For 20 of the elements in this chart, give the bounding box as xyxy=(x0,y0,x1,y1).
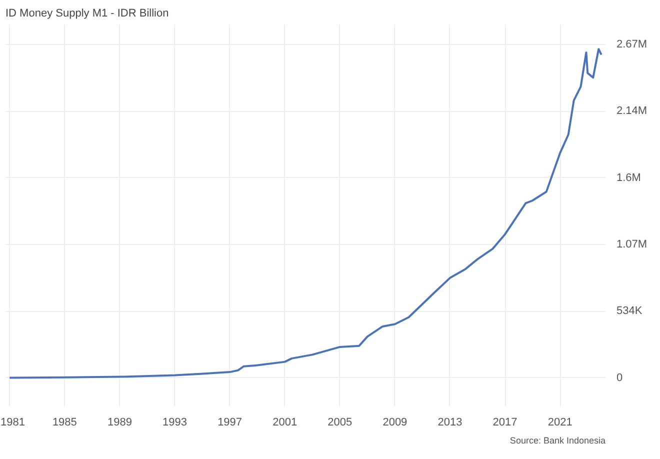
y-tick-label: 2.14M xyxy=(616,105,648,118)
y-tick-label: 1.07M xyxy=(616,238,648,250)
x-tick-label: 1993 xyxy=(162,416,188,428)
x-tick-label: 2001 xyxy=(272,416,298,428)
x-tick-label: 1985 xyxy=(52,416,77,428)
x-tick-label: 1981 xyxy=(0,416,25,428)
x-tick-label: 2005 xyxy=(328,416,352,428)
y-tick-label: 1.6M xyxy=(616,172,641,184)
x-tick-label: 1997 xyxy=(218,416,242,428)
y-tick-label: 534K xyxy=(616,305,643,318)
line-series xyxy=(8,48,602,379)
chart-title: ID Money Supply M1 - IDR Billion xyxy=(6,8,169,20)
y-tick-label: 0 xyxy=(616,372,623,384)
x-tick-label: 2021 xyxy=(548,416,572,428)
x-tick-label: 1989 xyxy=(107,416,132,428)
source-note: Source: Bank Indonesia xyxy=(510,436,606,446)
x-tick-label: 2009 xyxy=(382,416,408,428)
x-tick-label: 2017 xyxy=(492,416,518,428)
x-tick-label: 2013 xyxy=(438,416,462,428)
y-tick-label: 2.67M xyxy=(616,38,648,50)
